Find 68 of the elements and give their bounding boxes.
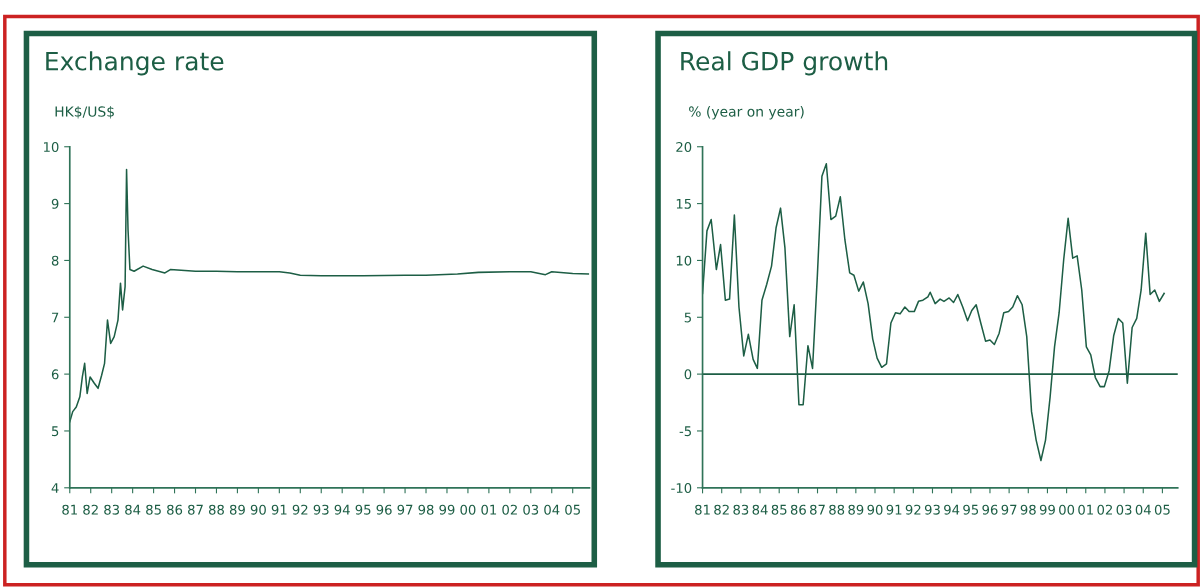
x-tick-label: 88 [829,504,845,515]
x-tick-label: 86 [790,504,806,515]
x-tick-label: 93 [313,504,329,515]
x-tick-label: 99 [1039,504,1055,515]
y-tick-label: 10 [676,255,692,266]
x-tick-label: 82 [714,504,729,515]
x-tick-label: 85 [146,504,161,515]
x-tick-label: 93 [924,504,940,515]
x-tick-label: 83 [104,504,120,515]
x-tick-label: 02 [1097,504,1112,515]
chart-title: Exchange rate [46,51,224,76]
x-tick-label: 89 [229,504,245,515]
y-tick-label: 0 [684,369,692,380]
x-tick-label: 87 [810,504,825,515]
y-tick-label: -10 [671,483,692,493]
y-tick-label: 9 [51,198,59,209]
y-tick-label: 5 [51,426,59,437]
x-tick-label: 95 [355,504,371,515]
x-tick-label: 95 [963,504,979,515]
y-axis-title: % (year on year) [689,106,804,120]
x-tick-label: 88 [208,504,224,515]
x-tick-label: 01 [481,504,497,515]
x-tick-label: 05 [565,504,580,515]
x-tick-label: 87 [188,504,203,515]
x-tick-label: 05 [1154,504,1170,515]
x-tick-label: 82 [83,504,98,515]
x-tick-label: 04 [1135,504,1151,515]
x-tick-label: 97 [1001,504,1017,515]
x-tick-label: 81 [62,504,77,515]
x-tick-label: 81 [695,504,710,515]
y-tick-label: 20 [676,141,692,152]
x-tick-label: 84 [125,504,141,515]
y-tick-label: 5 [684,312,691,323]
y-tick-label: 4 [51,483,59,493]
y-tick-label: 15 [676,198,691,209]
y-tick-label: -5 [679,426,691,437]
x-tick-label: 91 [886,504,902,515]
x-tick-label: 96 [982,504,998,515]
x-tick-label: 92 [292,504,308,515]
x-tick-label: 96 [376,504,392,515]
x-tick-label: 97 [397,504,413,515]
y-axis-title: HK$/US$ [55,106,114,119]
y-tick-label: 6 [51,369,59,380]
x-tick-label: 94 [944,504,960,515]
y-tick-label: 10 [44,141,59,152]
chart-title: Real GDP growth [681,51,888,76]
x-tick-label: 04 [544,504,560,515]
x-tick-label: 00 [1059,504,1075,515]
x-tick-label: 92 [905,504,921,515]
x-tick-label: 83 [733,504,749,515]
y-tick-label: 7 [52,312,59,323]
x-tick-label: 01 [1078,504,1093,515]
x-tick-label: 94 [334,504,350,515]
y-tick-label: 8 [51,255,59,266]
x-tick-label: 89 [848,504,864,515]
x-tick-label: 99 [439,504,455,515]
x-tick-label: 84 [752,504,768,515]
x-tick-label: 90 [250,504,266,515]
x-tick-label: 85 [771,504,787,515]
x-tick-label: 90 [867,504,883,515]
x-tick-label: 02 [502,504,517,515]
x-tick-label: 91 [271,504,287,515]
x-tick-label: 86 [167,504,183,515]
x-tick-label: 98 [418,504,434,515]
x-tick-label: 00 [460,504,476,515]
x-tick-label: 03 [1116,504,1132,515]
x-tick-label: 98 [1020,504,1036,515]
x-tick-label: 03 [523,504,539,515]
